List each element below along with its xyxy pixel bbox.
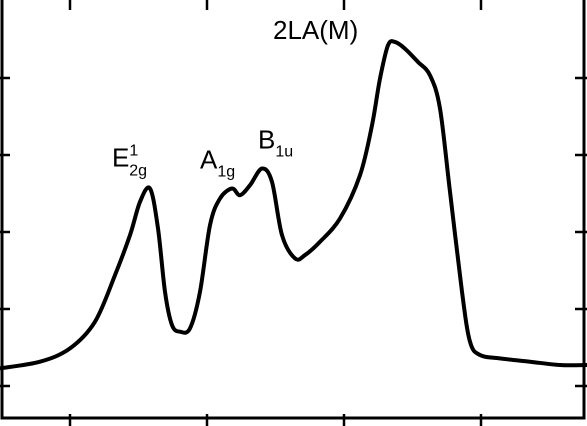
spectrum-line (0, 39, 587, 371)
peak-label-e2g: E1 2g (112, 143, 147, 180)
peak-label-b1u: B1u (258, 125, 293, 161)
peak-labels: E1 2g A1g B1u 2LA(M) (112, 15, 358, 181)
peak-label-2la: 2LA(M) (273, 15, 358, 45)
peak-label-a1g: A1g (200, 145, 235, 181)
